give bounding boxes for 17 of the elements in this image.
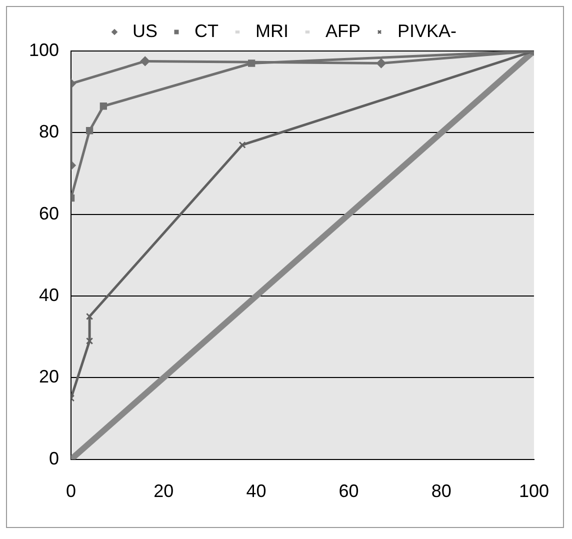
x-tick-label: 60 (338, 481, 359, 502)
x-tick-label: 80 (431, 481, 452, 502)
legend-label: AFP (325, 20, 360, 41)
x-tick-label: 0 (66, 481, 76, 502)
y-tick-label: 0 (49, 448, 60, 468)
y-tick-label: 100 (28, 40, 60, 60)
legend-label: MRI (255, 20, 288, 41)
legend-label: US (132, 20, 158, 41)
y-tick-label: 20 (39, 366, 60, 387)
x-tick-label: 20 (154, 481, 174, 502)
legend-label: CT (194, 20, 218, 41)
x-tick-label: 100 (518, 481, 550, 502)
y-tick-label: 60 (39, 203, 60, 224)
legend-label: PIVKA- (397, 20, 457, 41)
y-tick-label: 80 (39, 122, 60, 142)
x-tick-label: 40 (246, 481, 266, 502)
y-tick-label: 40 (39, 285, 60, 306)
